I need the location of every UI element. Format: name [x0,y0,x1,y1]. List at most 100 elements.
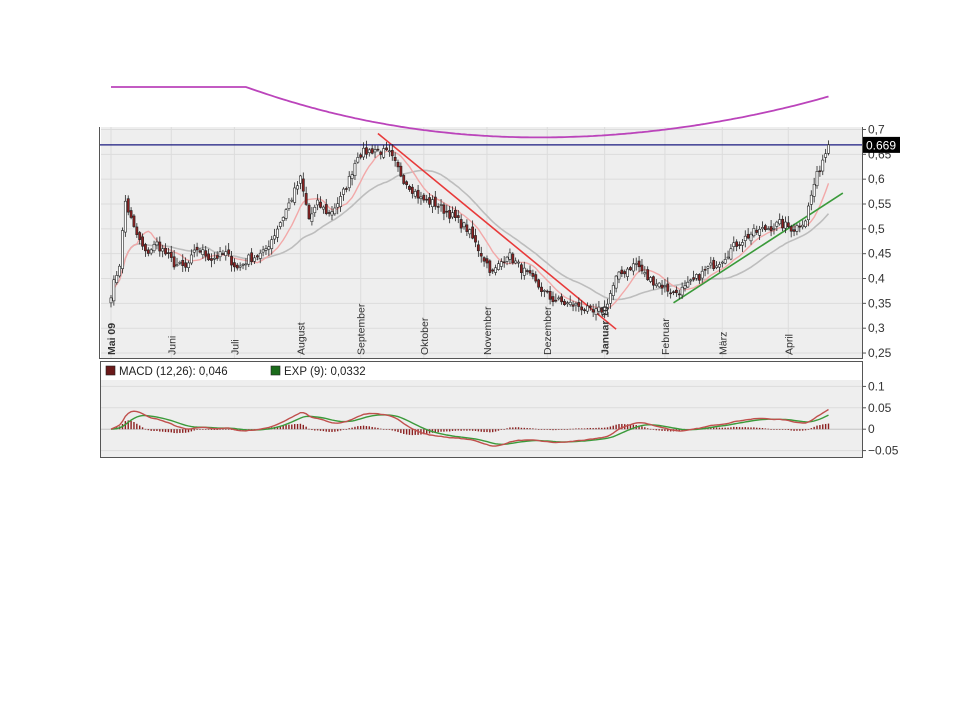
candle-body [218,251,222,258]
candle-body [365,147,368,155]
macd-histogram-bar [463,429,465,431]
macd-histogram-bar [368,426,370,430]
candle-body [594,308,598,315]
candle-body [686,281,690,288]
candle-body [542,290,546,292]
macd-histogram-bar [446,429,448,432]
candle-body [789,226,793,232]
macd-histogram-bar [282,425,284,430]
price-y-tick-label: 0,7 [868,122,885,136]
candle-body [342,188,345,195]
candle-body [233,262,236,268]
candle-body [629,267,632,271]
macd-histogram-bar [440,429,442,432]
candle-body [448,210,452,219]
candle-body [795,225,799,232]
macd-legend: MACD (12,26): 0,046 EXP (9): 0,0332 [105,365,366,378]
candle-body [258,252,262,259]
macd-histogram-bar [411,429,414,436]
candle-body [293,187,297,203]
macd-histogram-bar [339,429,342,431]
macd-histogram-bar [354,426,356,430]
macd-histogram-bar [403,429,405,434]
macd-y-tick-label: 0.05 [868,401,892,415]
candle-body [807,205,810,221]
macd-histogram-bar [580,428,583,430]
candle-body [517,261,520,264]
candle-body [344,188,348,190]
macd-histogram-bar [497,429,500,431]
candle-body [198,250,202,253]
candle-body [138,232,142,240]
candle-body [339,196,343,207]
macd-histogram-bar [170,429,172,433]
macd-histogram-bar [207,429,210,430]
candle-body [390,150,394,157]
candle-body [184,262,188,268]
candle-body [462,222,466,228]
macd-histogram-bar [480,429,482,432]
candle-body [109,297,113,304]
macd-histogram-bar [153,429,155,432]
macd-histogram-bar [569,428,571,430]
macd-histogram-bar [810,428,812,430]
candle-body [413,191,417,197]
last-price-badge-bg [863,136,900,153]
macd-histogram-bar [293,424,296,430]
candle-body [431,199,434,208]
candle-body [551,296,555,303]
macd-histogram-bar [753,427,755,430]
macd-histogram-bar [222,429,224,430]
candle-body [531,273,535,277]
macd-histogram-bar [437,429,439,433]
month-label: September [356,303,368,355]
candle-body [574,303,578,306]
macd-histogram-bar [380,428,382,430]
macd-histogram-bar [219,429,221,430]
macd-histogram-bar [164,429,167,433]
macd-lines [110,408,829,447]
macd-histogram-bar [391,429,393,431]
candle-body [367,149,371,153]
candle-body [812,184,816,197]
candle-body [729,248,733,260]
macd-histogram-bar [816,425,818,430]
macd-histogram-bar [526,427,528,430]
macd-histogram-bar [285,425,287,430]
candle-body [201,249,205,255]
macd-histogram-bar [523,427,525,430]
candle-body [273,235,276,240]
candle-body [740,242,744,246]
trendline-up [673,192,844,304]
candle-body [588,305,592,308]
candle-body [520,264,523,274]
macd-histogram-bar [586,428,589,430]
candle-body [502,261,506,264]
macd-histogram-bar [520,427,523,430]
candle-body [568,301,572,306]
month-label: November [482,306,494,355]
macd-histogram-bar [824,423,827,430]
sma-fast-line [113,150,830,310]
macd-histogram-bar [649,428,652,430]
candle-body [399,165,403,177]
candle-body [422,194,426,201]
macd-histogram-bar [423,429,425,435]
macd-histogram-bar [205,429,207,430]
macd-histogram-bar [133,422,135,430]
macd-histogram-bar [801,429,804,431]
candle-body [600,307,604,313]
macd-histogram-bar [744,427,746,430]
candle-body [227,249,231,255]
macd-histogram-bar [471,429,474,431]
candle-body [459,219,463,229]
candle-body [608,293,612,304]
candle-body [353,163,357,176]
candle-body [281,217,285,221]
candle-body [146,249,150,254]
candle-body [330,211,334,216]
candle-body [324,204,328,214]
macd-histogram-bar [147,429,150,431]
macd-histogram-bar [500,429,503,430]
